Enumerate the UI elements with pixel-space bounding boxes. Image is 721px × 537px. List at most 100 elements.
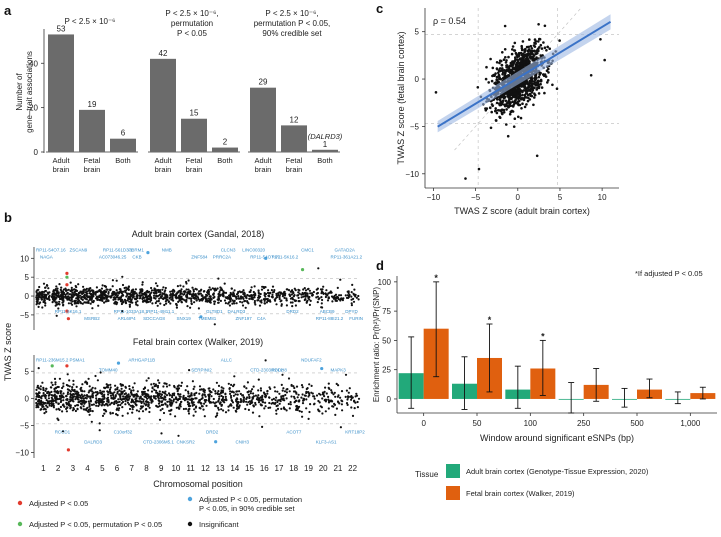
c-point [513,88,516,92]
b-point [121,292,124,295]
c-point [547,71,550,74]
b-point [295,385,299,388]
b-point [250,401,253,404]
b-point [37,406,40,409]
b-point [145,403,148,406]
c-point [528,49,531,52]
b-point [147,389,150,392]
c-point [529,93,532,97]
b-point [64,287,67,290]
b-point [42,408,45,411]
b-point [186,385,189,388]
b-legend-label: Adjusted P < 0.05 [29,499,88,508]
b-point [65,407,68,410]
b-point [204,400,207,403]
b-point [45,410,48,413]
b-point [79,387,82,391]
b-point [121,406,124,409]
b-point [223,282,226,285]
b-point [87,377,90,380]
b-point [54,383,57,386]
b-point [117,292,121,295]
b-point [171,396,174,399]
b-point [154,395,157,398]
a-category-label: brain [255,165,272,174]
b-point [121,390,124,393]
c-point [485,65,488,69]
c-point [507,74,511,77]
c-point [551,83,554,87]
b-point [79,294,82,297]
c-point [530,47,534,50]
b-point [109,383,112,386]
b-point [312,290,315,294]
b-point [177,384,180,387]
b-point [169,302,172,305]
b-point [229,298,232,301]
b-point [147,405,150,408]
c-point [542,41,545,44]
b-point [121,310,124,313]
b-point [76,394,79,397]
b-point [39,388,42,391]
b-point [44,396,47,400]
b-point [82,285,85,288]
b-chromosome-label: 12 [201,464,210,473]
b-point [264,405,267,408]
b-point [316,291,319,295]
b-point [187,279,190,282]
b-point [266,390,269,393]
c-point [537,85,541,88]
b-point [275,412,278,415]
b-point [101,299,104,302]
b-point [41,306,44,309]
b-point [143,395,146,398]
b-point [285,299,288,302]
b-point [228,387,231,390]
b-point [41,293,44,296]
b-point [296,396,299,399]
c-point [498,97,502,101]
c-point [498,69,502,73]
c-point [514,66,517,70]
b-point [90,296,93,299]
b-point [146,297,149,300]
b-point [356,400,359,404]
b-gene-label: CLCN3 [221,248,236,253]
b-chromosome-label: 3 [71,464,76,473]
b-point [251,397,254,400]
b-point [65,289,68,292]
b-point [83,400,86,403]
a-bar-value-label: 2 [223,138,228,147]
b-point [69,390,72,393]
b-point [150,398,153,401]
c-point [521,97,524,100]
b-point [217,301,220,304]
b-point [178,397,181,400]
b-point [69,407,72,410]
panel-label-a: a [4,3,12,18]
b-point [252,290,255,294]
b-point [163,382,166,385]
c-point [498,59,502,62]
c-point [498,76,501,80]
b-point [193,393,196,396]
b-point [327,395,330,398]
b-point [350,398,353,401]
b-point [150,401,153,404]
d-x-tick-label: 500 [630,419,644,428]
c-point [535,154,539,158]
b-point [100,401,103,404]
d-legend-label: Fetal brain cortex (Walker, 2019) [466,489,575,498]
b-point [164,390,167,393]
b-point [136,296,139,300]
b-chromosome-label: 2 [56,464,61,473]
c-point [517,51,521,55]
b-point [52,406,56,409]
c-point [505,123,508,126]
b-point [104,403,108,406]
b-point [84,301,87,304]
b-point [154,301,157,305]
c-point [509,90,513,94]
b-point [134,398,137,401]
